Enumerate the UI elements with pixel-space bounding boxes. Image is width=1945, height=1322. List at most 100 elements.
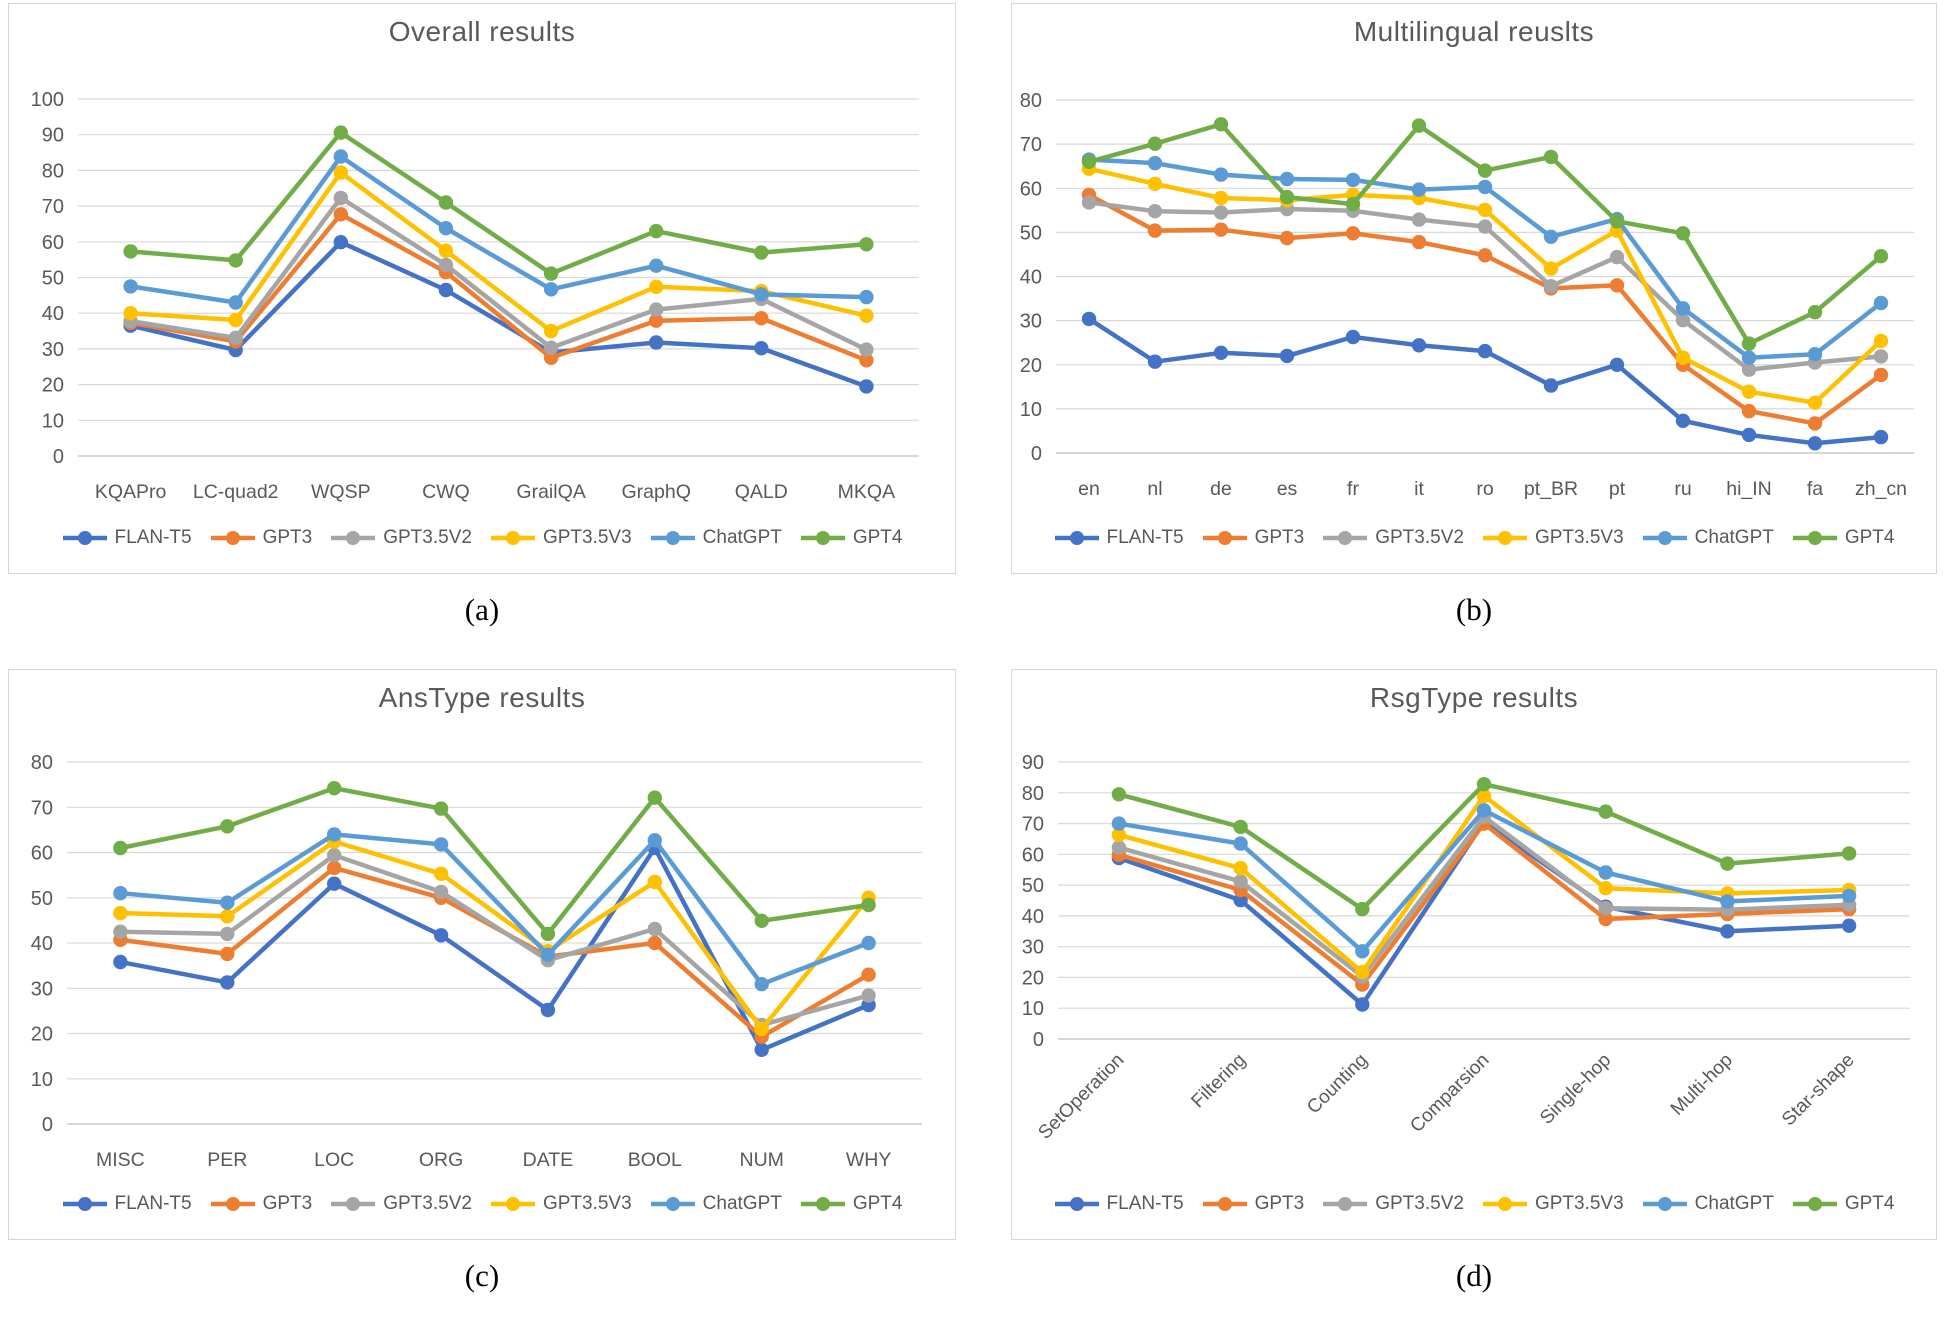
- legend-marker-icon: [1054, 531, 1099, 545]
- data-point-GPT4: [1213, 117, 1229, 132]
- chart-title: Multilingual reuslts: [1353, 16, 1595, 47]
- data-point-GPT3: [333, 207, 348, 222]
- legend-dot: [1217, 1197, 1232, 1211]
- data-point-GPT3.5V3: [1111, 827, 1127, 843]
- data-point-GPT4: [220, 819, 235, 834]
- legend-item-GPT3.5V2: GPT3.5V2: [1322, 527, 1464, 549]
- y-tick-label: 20: [31, 1024, 53, 1046]
- data-point-FLAN-T5: [1477, 343, 1493, 359]
- legend-dot: [1069, 531, 1084, 545]
- caption-c: (c): [464, 1258, 500, 1293]
- anstype-results-line-chart: 0 10 20 30 40 50 60 70 80 MISC PER LOC ORG DATE BOOL NU…: [31, 752, 922, 1171]
- y-tick-label: 70: [31, 797, 53, 819]
- legend-label: FLAN-T5: [114, 527, 192, 548]
- legend-item-GPT3.5V3: GPT3.5V3: [1482, 1193, 1624, 1215]
- y-tick-label: 80: [1022, 783, 1044, 805]
- legend-label: FLAN-T5: [1106, 1193, 1184, 1214]
- data-point-FLAN-T5: [327, 876, 342, 891]
- y-tick-label: 30: [1022, 937, 1044, 959]
- data-point-GPT4: [1609, 214, 1625, 229]
- data-point-GPT3.5V2: [1477, 219, 1493, 234]
- data-point-GPT3.5V2: [861, 988, 876, 1003]
- data-point-GPT3.5V3: [123, 306, 138, 321]
- data-point-GPT3.5V2: [1213, 205, 1229, 220]
- caption-d: (d): [1455, 1258, 1493, 1293]
- data-point-GPT4: [859, 237, 874, 252]
- y-tick-label: 0: [42, 1114, 53, 1136]
- legend-item-GPT3.5V3: GPT3.5V3: [1482, 527, 1624, 549]
- legend-dot: [77, 1197, 92, 1211]
- caption-b: (b): [1455, 592, 1493, 627]
- legend-dot: [1807, 531, 1822, 545]
- legend-dot: [1217, 531, 1232, 545]
- data-point-ChatGPT: [1598, 865, 1613, 880]
- data-point-FLAN-T5: [1279, 348, 1295, 364]
- data-point-FLAN-T5: [220, 975, 235, 990]
- x-category-label: MISC: [96, 1149, 145, 1171]
- y-tick-label: 60: [31, 843, 53, 865]
- series-line-GPT3.5V3: [118, 839, 871, 1032]
- legend-item-GPT3.5V2: GPT3.5V2: [330, 527, 472, 549]
- series-line-FLAN-T5: [128, 239, 869, 389]
- data-point-GPT4: [438, 195, 454, 210]
- data-point-GPT3.5V3: [1543, 261, 1559, 276]
- data-point-FLAN-T5: [1355, 997, 1370, 1012]
- legend-dot: [1657, 531, 1672, 545]
- data-point-GPT3.5V3: [1355, 965, 1370, 980]
- legend-dot: [1657, 1197, 1672, 1211]
- legend-label: GPT4: [852, 1193, 903, 1214]
- data-point-FLAN-T5: [1233, 893, 1248, 908]
- data-point-FLAN-T5: [1411, 338, 1427, 353]
- data-point-ChatGPT: [1213, 167, 1229, 182]
- legend-dot: [1497, 1197, 1512, 1211]
- legend-marker-icon: [490, 1197, 535, 1211]
- rsgtype-results-line-chart: 0 10 20 30 40 50 60 70 80 90 SetOperation Filtering…: [1022, 752, 1910, 1144]
- data-point-GPT4: [1675, 226, 1691, 241]
- data-point-GPT3.5V3: [1213, 190, 1229, 206]
- legend-marker-icon: [800, 1197, 845, 1211]
- x-category-label: GrailQA: [516, 481, 585, 503]
- panel-multilingual-results: 0 10 20 30 40 50 60 70 80 en nl de es fr it ro pt_BR pt ru…: [1011, 3, 1937, 574]
- legend-marker-icon: [331, 1197, 376, 1211]
- data-point-GPT4: [1873, 249, 1889, 264]
- data-point-GPT3.5V3: [543, 323, 559, 339]
- data-point-ChatGPT: [1355, 944, 1370, 959]
- y-tick-label: 40: [31, 933, 53, 955]
- data-point-GPT3.5V2: [1873, 349, 1889, 364]
- data-point-ChatGPT: [649, 258, 664, 273]
- data-point-GPT4: [754, 245, 769, 260]
- y-tick-label: 70: [1022, 814, 1044, 836]
- y-tick-label: 0: [53, 446, 64, 468]
- caption-a: (a): [464, 592, 500, 627]
- data-point-GPT3: [861, 967, 876, 982]
- legend-label: GPT3.5V3: [542, 1193, 632, 1214]
- data-point-GPT3.5V3: [113, 905, 128, 921]
- data-point-GPT3.5V2: [113, 924, 128, 939]
- data-point-GPT4: [1598, 804, 1613, 819]
- x-category-label: PER: [207, 1149, 247, 1171]
- data-point-ChatGPT: [1807, 347, 1823, 362]
- data-point-GPT3.5V3: [754, 1021, 769, 1037]
- y-tick-label: 40: [1022, 906, 1044, 928]
- y-tick-label: 30: [42, 339, 64, 361]
- data-point-FLAN-T5: [1873, 429, 1889, 445]
- legend-item-GPT4: GPT4: [800, 527, 902, 549]
- x-category-label: ORG: [419, 1149, 463, 1171]
- data-point-GPT3.5V3: [333, 165, 348, 180]
- legend-marker-icon: [210, 531, 255, 545]
- legend-item-GPT3: GPT3: [210, 527, 312, 549]
- legend-dot: [505, 1197, 520, 1211]
- data-point-GPT4: [1741, 336, 1757, 351]
- data-point-GPT4: [1411, 118, 1427, 133]
- x-category-label: Counting: [1303, 1050, 1372, 1119]
- legend-dot: [1338, 531, 1353, 545]
- legend-label: GPT3: [1254, 1193, 1305, 1214]
- data-point-FLAN-T5: [540, 1002, 556, 1018]
- legend-marker-icon: [490, 531, 535, 545]
- data-point-GPT4: [228, 253, 243, 268]
- data-point-GPT3.5V2: [228, 330, 243, 345]
- x-category-label: fa: [1807, 478, 1823, 500]
- series-line-GPT3: [1116, 821, 1852, 987]
- legend-marker-icon: [650, 531, 695, 545]
- x-category-label: hi_IN: [1726, 478, 1772, 500]
